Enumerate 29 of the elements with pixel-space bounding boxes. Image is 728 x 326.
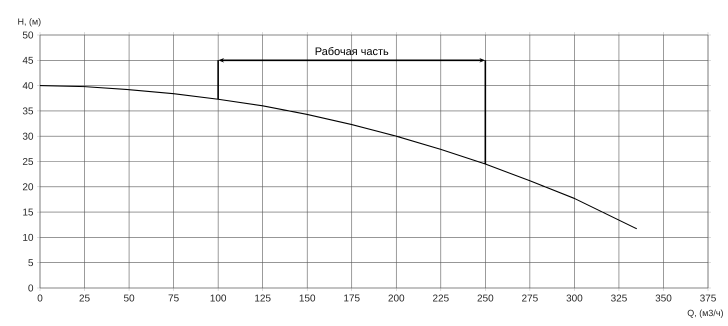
x-tick-label: 225 (432, 294, 449, 302)
x-tick-label: 75 (168, 294, 179, 302)
x-tick-label: 375 (700, 294, 716, 302)
x-tick-label: 100 (210, 294, 226, 302)
y-tick-label: 30 (22, 132, 34, 140)
x-axis-title: Q, (м3/ч) (688, 310, 723, 318)
x-tick-label: 50 (124, 294, 134, 302)
y-tick-label: 10 (23, 234, 34, 241)
x-tick-label: 300 (566, 294, 582, 302)
y-tick-label: 45 (22, 56, 34, 64)
x-tick-label: 0 (38, 294, 42, 302)
y-tick-label: 15 (23, 208, 34, 216)
y-axis-title: H, (м) (18, 18, 41, 26)
y-tick-label: 5 (28, 259, 34, 266)
y-tick-label: 40 (22, 82, 34, 90)
y-tick-label: 50 (22, 31, 34, 39)
x-tick-label: 200 (388, 294, 404, 302)
x-tick-label: 25 (79, 294, 90, 302)
x-tick-label: 175 (344, 294, 360, 302)
x-tick-label: 125 (255, 294, 271, 302)
x-tick-label: 250 (478, 294, 494, 302)
y-tick-label: 0 (28, 284, 34, 292)
y-tick-label: 25 (22, 158, 34, 166)
y-tick-label: 35 (22, 107, 34, 114)
x-tick-label: 325 (611, 294, 627, 302)
x-tick-label: 150 (300, 294, 316, 302)
x-tick-label: 275 (522, 294, 538, 302)
x-tick-label: 350 (656, 294, 672, 302)
y-tick-label: 20 (22, 183, 34, 190)
